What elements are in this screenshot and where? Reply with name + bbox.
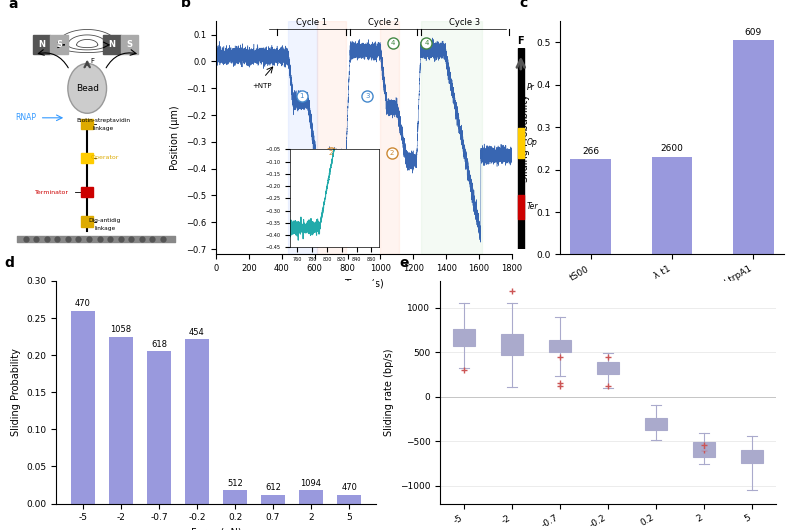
PathPatch shape <box>454 329 475 346</box>
Bar <box>570 159 611 254</box>
PathPatch shape <box>597 362 619 374</box>
PathPatch shape <box>646 418 666 430</box>
Text: c: c <box>520 0 528 10</box>
Text: S: S <box>126 40 133 49</box>
Text: b: b <box>181 0 190 10</box>
Text: RNAP: RNAP <box>15 113 36 122</box>
Text: 454: 454 <box>189 328 205 337</box>
Y-axis label: Sliding Probability: Sliding Probability <box>520 94 530 182</box>
PathPatch shape <box>550 340 570 352</box>
Text: Terminator: Terminator <box>35 190 69 195</box>
Text: e: e <box>400 256 409 270</box>
Text: Cycle 1: Cycle 1 <box>296 17 327 26</box>
Text: Bead: Bead <box>76 84 98 93</box>
Text: 3: 3 <box>365 93 370 99</box>
X-axis label: Force (pN): Force (pN) <box>190 528 242 530</box>
Bar <box>261 494 286 503</box>
Text: 470: 470 <box>75 299 91 308</box>
Text: linkage: linkage <box>94 226 115 231</box>
X-axis label: Time (s): Time (s) <box>344 279 384 289</box>
Text: Cycle 3: Cycle 3 <box>449 17 480 26</box>
Bar <box>146 351 171 504</box>
Text: N: N <box>108 40 115 49</box>
Circle shape <box>68 64 106 113</box>
PathPatch shape <box>501 334 523 355</box>
Y-axis label: Position (μm): Position (μm) <box>170 105 181 170</box>
Text: linkage: linkage <box>93 126 114 131</box>
Bar <box>81 119 94 129</box>
Bar <box>317 21 346 254</box>
Text: 2600: 2600 <box>661 145 683 154</box>
Bar <box>81 216 94 226</box>
Bar <box>288 21 317 254</box>
Bar <box>518 48 524 249</box>
Text: 2: 2 <box>390 149 394 155</box>
Bar <box>185 339 210 504</box>
Text: Op: Op <box>526 138 538 147</box>
Y-axis label: Sliding rate (bp/s): Sliding rate (bp/s) <box>384 348 394 436</box>
Text: 1: 1 <box>299 93 304 99</box>
Text: +NTP: +NTP <box>252 83 272 89</box>
Text: 1094: 1094 <box>301 479 322 488</box>
Text: N: N <box>38 40 45 49</box>
Text: 4: 4 <box>390 40 395 46</box>
Text: S: S <box>56 40 62 49</box>
Text: 470: 470 <box>341 483 357 492</box>
Bar <box>298 490 323 503</box>
Bar <box>81 153 94 163</box>
Text: 512: 512 <box>227 479 243 488</box>
Text: 609: 609 <box>745 28 762 37</box>
Text: Biotin-streptavidin: Biotin-streptavidin <box>76 118 130 123</box>
Bar <box>518 195 524 219</box>
Bar <box>381 21 398 254</box>
Text: a: a <box>8 0 18 11</box>
Text: Dig-antidig: Dig-antidig <box>89 217 121 223</box>
Text: 612: 612 <box>265 483 281 492</box>
Bar <box>733 40 774 254</box>
Text: Ter: Ter <box>526 202 538 211</box>
Bar <box>652 157 692 254</box>
Bar <box>518 128 524 158</box>
Text: d: d <box>5 256 14 270</box>
Bar <box>109 337 134 504</box>
PathPatch shape <box>742 450 763 463</box>
Bar <box>81 187 94 197</box>
Bar <box>421 21 482 254</box>
Bar <box>121 35 138 55</box>
Text: Pr: Pr <box>526 84 534 92</box>
Bar <box>337 494 362 503</box>
PathPatch shape <box>693 442 715 457</box>
Bar <box>103 35 121 55</box>
Text: 618: 618 <box>151 340 167 349</box>
Text: F: F <box>518 36 524 46</box>
Text: F: F <box>90 58 94 65</box>
Text: 2: 2 <box>329 149 334 155</box>
Bar <box>222 490 247 503</box>
Bar <box>50 35 68 55</box>
Text: 4: 4 <box>424 40 429 46</box>
Text: 1058: 1058 <box>110 325 131 334</box>
Text: Operator: Operator <box>90 155 119 161</box>
Y-axis label: Sliding Probability: Sliding Probability <box>10 348 21 436</box>
Bar <box>70 311 95 504</box>
Text: Cycle 2: Cycle 2 <box>368 17 398 26</box>
Bar <box>33 35 50 55</box>
Text: 266: 266 <box>582 147 599 156</box>
